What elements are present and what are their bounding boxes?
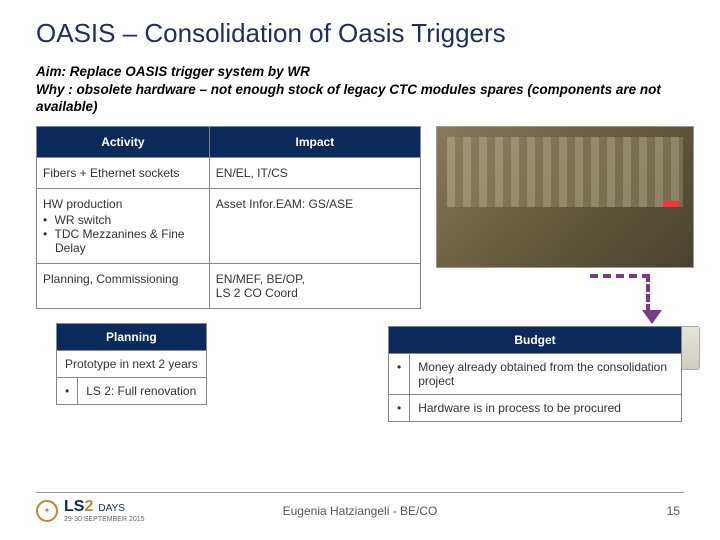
activity-cell: HW production WR switch TDC Mezzanines &… <box>37 188 210 263</box>
why-line: Why : obsolete hardware – not enough sto… <box>36 81 684 116</box>
activity-header: Activity <box>37 126 210 157</box>
aim-line: Aim: Replace OASIS trigger system by WR <box>36 63 684 81</box>
impact-header: Impact <box>209 126 420 157</box>
activity-table: Activity Impact Fibers + Ethernet socket… <box>36 126 421 309</box>
footer-author: Eugenia Hatziangeli - BE/CO <box>0 504 720 518</box>
impact-cell: EN/EL, IT/CS <box>209 157 420 188</box>
footer: ✦ LS2 DAYS 29-30 SEPTEMBER 2015 Eugenia … <box>0 492 720 532</box>
table-row: Planning, Commissioning EN/MEF, BE/OP, L… <box>37 263 421 308</box>
planning-row: Prototype in next 2 years <box>57 350 207 377</box>
activity-cell: Planning, Commissioning <box>37 263 210 308</box>
aim-why-block: Aim: Replace OASIS trigger system by WR … <box>0 59 720 126</box>
impact-cell: Asset Infor.EAM: GS/ASE <box>209 188 420 263</box>
slide-title: OASIS – Consolidation of Oasis Triggers <box>0 0 720 59</box>
budget-table: Budget • Money already obtained from the… <box>388 326 682 422</box>
impact-cell: EN/MEF, BE/OP, LS 2 CO Coord <box>209 263 420 308</box>
table-row: HW production WR switch TDC Mezzanines &… <box>37 188 421 263</box>
table-row: Fibers + Ethernet sockets EN/EL, IT/CS <box>37 157 421 188</box>
page-number: 15 <box>667 504 680 518</box>
activity-cell: Fibers + Ethernet sockets <box>37 157 210 188</box>
activity-head: HW production <box>43 197 203 211</box>
dashed-arrow-icon <box>590 274 650 312</box>
activity-bullets: WR switch TDC Mezzanines & Fine Delay <box>43 213 203 255</box>
budget-header: Budget <box>389 326 682 353</box>
planning-table: Planning Prototype in next 2 years • LS … <box>56 323 366 405</box>
bullet-cell: • <box>389 353 410 394</box>
bottom-area: Planning Prototype in next 2 years • LS … <box>0 309 720 405</box>
bullet-item: TDC Mezzanines & Fine Delay <box>43 227 203 255</box>
bullet-cell: • <box>389 394 410 421</box>
planning-header: Planning <box>57 323 207 350</box>
content-row: Activity Impact Fibers + Ethernet socket… <box>0 126 720 309</box>
planning-row: LS 2: Full renovation <box>78 377 207 404</box>
budget-row: Hardware is in process to be procured <box>410 394 682 421</box>
footer-divider <box>36 492 684 493</box>
budget-row: Money already obtained from the consolid… <box>410 353 682 394</box>
hardware-photo <box>436 126 694 268</box>
bullet-item: WR switch <box>43 213 203 227</box>
bullet-cell: • <box>57 377 78 404</box>
